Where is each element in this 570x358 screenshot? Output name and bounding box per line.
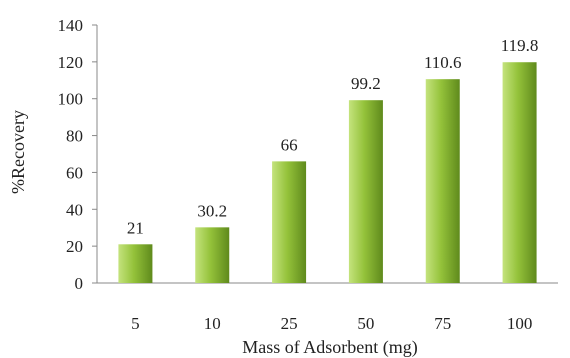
bar bbox=[348, 100, 383, 283]
y-axis-title: %Recovery bbox=[8, 110, 28, 194]
data-label: 99.2 bbox=[351, 74, 381, 93]
data-label: 119.8 bbox=[501, 36, 539, 55]
y-tick-label: 20 bbox=[66, 237, 83, 256]
bars bbox=[118, 62, 537, 284]
data-label: 30.2 bbox=[197, 201, 227, 220]
axes bbox=[92, 24, 558, 284]
data-label: 66 bbox=[281, 135, 298, 154]
x-tick-labels: 5 10 25 50 75 100 bbox=[131, 314, 532, 333]
bar bbox=[425, 79, 460, 284]
y-tick-label: 100 bbox=[58, 90, 84, 109]
bar bbox=[272, 161, 307, 283]
y-tick-label: 120 bbox=[58, 53, 84, 72]
y-tick-labels: 0 20 40 60 80 100 120 140 bbox=[58, 16, 84, 293]
y-tick-label: 140 bbox=[58, 16, 84, 35]
data-label: 21 bbox=[127, 218, 144, 237]
y-tick-label: 0 bbox=[75, 274, 84, 293]
bar bbox=[195, 227, 230, 283]
x-tick-label: 25 bbox=[281, 314, 298, 333]
x-tick-label: 75 bbox=[434, 314, 451, 333]
y-tick-label: 80 bbox=[66, 127, 83, 146]
x-tick-label: 10 bbox=[204, 314, 221, 333]
data-labels: 21 30.2 66 99.2 110.6 119.8 bbox=[127, 36, 538, 237]
bar bbox=[118, 244, 153, 283]
bar bbox=[502, 62, 537, 284]
data-label: 110.6 bbox=[424, 53, 462, 72]
x-tick-label: 5 bbox=[131, 314, 140, 333]
x-axis-title: Mass of Adsorbent (mg) bbox=[242, 337, 417, 358]
y-tick-label: 60 bbox=[66, 163, 83, 182]
y-tick-label: 40 bbox=[66, 200, 83, 219]
x-tick-label: 100 bbox=[507, 314, 533, 333]
x-tick-label: 50 bbox=[357, 314, 374, 333]
